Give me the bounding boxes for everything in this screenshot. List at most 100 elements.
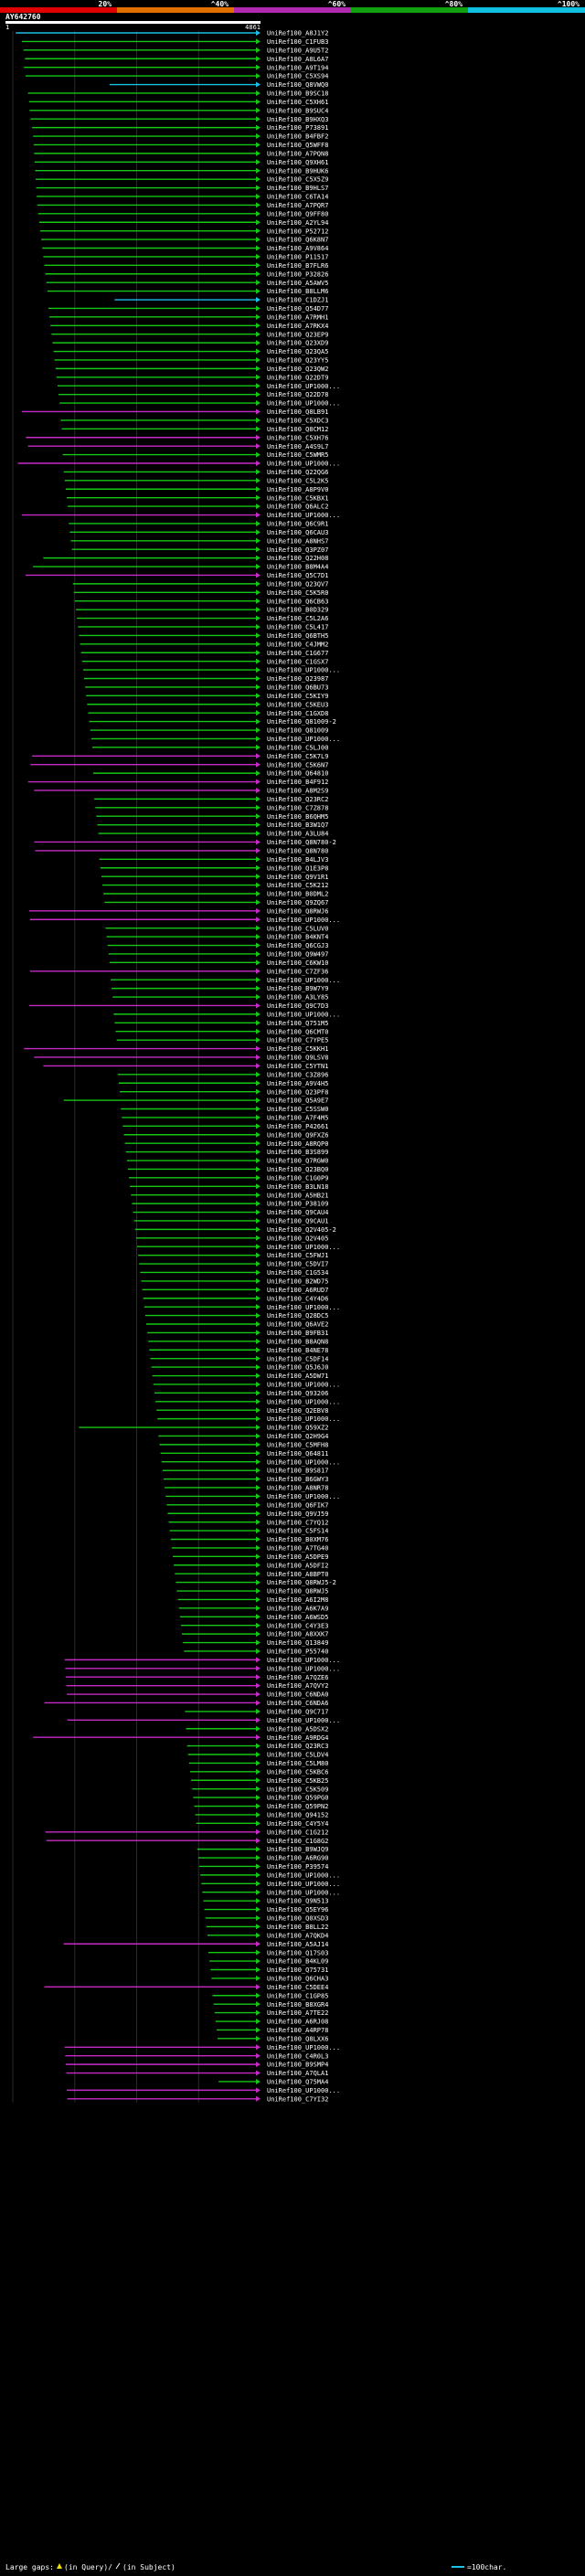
hit-row[interactable]: UniRef100_C5L417: [78, 624, 328, 631]
hit-row[interactable]: UniRef100_A8J1Y2: [16, 30, 328, 37]
hit-label[interactable]: UniRef100_A5DFI2: [267, 1562, 328, 1569]
hit-label[interactable]: UniRef100_P42661: [267, 1123, 328, 1130]
hit-label[interactable]: UniRef100_A9T194: [267, 64, 328, 71]
hit-row[interactable]: UniRef100_A8XXK7: [182, 1631, 328, 1638]
hit-row[interactable]: UniRef100_C1G212: [45, 1829, 329, 1836]
hit-label[interactable]: UniRef100_C5LUV0: [267, 925, 328, 932]
hit-label[interactable]: UniRef100_C1G534: [267, 1269, 328, 1277]
hit-label[interactable]: UniRef100_UP1000...: [267, 1717, 340, 1724]
hit-row[interactable]: UniRef100_B3W1Q7: [97, 822, 329, 829]
hit-row[interactable]: UniRef100_B0DML2: [103, 891, 328, 898]
hit-row[interactable]: UniRef100_Q6CAU3: [69, 529, 328, 536]
hit-row[interactable]: UniRef100_C5XH61: [28, 99, 329, 106]
hit-label[interactable]: UniRef100_A6RJ08: [267, 2019, 328, 2026]
hit-row[interactable]: UniRef100_C1GXD8: [88, 710, 328, 717]
hit-row[interactable]: UniRef100_Q9C7D3: [28, 1002, 329, 1010]
hit-label[interactable]: UniRef100_A9RDG4: [267, 1734, 328, 1742]
hit-label[interactable]: UniRef100_B6GWY3: [267, 1476, 328, 1483]
hit-label[interactable]: UniRef100_C5LJ00: [267, 744, 328, 751]
hit-row[interactable]: UniRef100_Q9W497: [108, 951, 329, 959]
hit-row[interactable]: UniRef100_C5KKH1: [24, 1045, 328, 1053]
hit-row[interactable]: UniRef100_C1G534: [140, 1269, 328, 1277]
hit-row[interactable]: UniRef100_Q6ALC2: [68, 504, 328, 511]
hit-row[interactable]: UniRef100_Q81009: [90, 727, 329, 735]
hit-row[interactable]: UniRef100_Q6FIK7: [166, 1501, 328, 1509]
hit-row[interactable]: UniRef100_Q2V405-2: [134, 1226, 336, 1234]
hit-label[interactable]: UniRef100_Q2V405: [267, 1235, 328, 1242]
hit-label[interactable]: UniRef100_Q8N780: [267, 848, 328, 855]
hit-row[interactable]: UniRef100_C5DVI7: [139, 1261, 328, 1268]
hit-label[interactable]: UniRef100_UP1000...: [267, 1889, 340, 1896]
hit-label[interactable]: UniRef100_Q9N513: [267, 1898, 328, 1905]
hit-label[interactable]: UniRef100_C5KKH1: [267, 1045, 328, 1053]
hit-label[interactable]: UniRef100_A8RQP0: [267, 1140, 328, 1148]
hit-label[interactable]: UniRef100_C5K5R0: [267, 589, 328, 597]
hit-row[interactable]: UniRef100_C5LJ00: [91, 744, 329, 751]
hit-row[interactable]: UniRef100_B7FLR6: [44, 262, 329, 270]
hit-label[interactable]: UniRef100_C4Y3E3: [267, 1622, 328, 1629]
hit-row[interactable]: UniRef100_P11517: [43, 254, 328, 261]
hit-label[interactable]: UniRef100_Q6K8N7: [267, 237, 328, 244]
hit-row[interactable]: UniRef100_UP1000...: [153, 1382, 340, 1389]
hit-label[interactable]: UniRef100_B3LN18: [267, 1183, 328, 1191]
hit-label[interactable]: UniRef100_Q9C717: [267, 1709, 328, 1716]
hit-label[interactable]: UniRef100_Q23RC2: [267, 796, 328, 803]
hit-label[interactable]: UniRef100_B4KL09: [267, 1958, 328, 1966]
hit-row[interactable]: UniRef100_P55740: [184, 1648, 328, 1656]
hit-row[interactable]: UniRef100_B4KL09: [209, 1958, 328, 1966]
hit-label[interactable]: UniRef100_C5X5Z9: [267, 176, 328, 184]
hit-label[interactable]: UniRef100_C3Z896: [267, 1071, 328, 1078]
hit-label[interactable]: UniRef100_UP1000...: [267, 1398, 340, 1405]
hit-row[interactable]: UniRef100_Q9VJ59: [167, 1511, 328, 1518]
hit-row[interactable]: UniRef100_A7F4M5: [122, 1115, 328, 1122]
hit-label[interactable]: UniRef100_A9V864: [267, 245, 328, 252]
hit-row[interactable]: UniRef100_Q8LB91: [21, 408, 328, 416]
hit-row[interactable]: UniRef100_Q5EY96: [204, 1906, 329, 1913]
hit-label[interactable]: UniRef100_C5K6N7: [267, 761, 328, 769]
hit-row[interactable]: UniRef100_C7YPE5: [116, 1037, 329, 1044]
hit-label[interactable]: UniRef100_C5L2A6: [267, 615, 328, 622]
hit-row[interactable]: UniRef100_Q23RC3: [186, 1743, 329, 1750]
hit-label[interactable]: UniRef100_C5KB25: [267, 1777, 328, 1785]
hit-row[interactable]: UniRef100_Q75MA4: [218, 2079, 328, 2086]
hit-row[interactable]: UniRef100_B4FBF2: [33, 133, 328, 141]
hit-label[interactable]: UniRef100_C5K212: [267, 882, 328, 889]
hit-label[interactable]: UniRef100_Q2H9G4: [267, 1433, 328, 1440]
hit-label[interactable]: UniRef100_UP1000...: [267, 512, 340, 519]
hit-row[interactable]: UniRef100_Q5J6J0: [151, 1364, 329, 1372]
hit-label[interactable]: UniRef100_C5XH61: [267, 99, 328, 106]
hit-row[interactable]: UniRef100_Q9C717: [185, 1709, 328, 1716]
hit-row[interactable]: UniRef100_Q6CHA3: [211, 1976, 328, 1983]
hit-label[interactable]: UniRef100_A7TE22: [267, 2009, 328, 2017]
hit-row[interactable]: UniRef100_UP1000...: [137, 1244, 340, 1251]
hit-label[interactable]: UniRef100_Q54D77: [267, 305, 328, 313]
hit-label[interactable]: UniRef100_A6RUD7: [267, 1287, 328, 1294]
hit-label[interactable]: UniRef100_A5AWV5: [267, 280, 328, 287]
hit-label[interactable]: UniRef100_Q13849: [267, 1639, 328, 1647]
hit-label[interactable]: UniRef100_Q22D78: [267, 391, 328, 398]
hit-label[interactable]: UniRef100_Q23XD9: [267, 340, 328, 347]
hit-label[interactable]: UniRef100_C1G677: [267, 650, 328, 657]
hit-label[interactable]: UniRef100_C5XDC3: [267, 418, 328, 425]
hit-row[interactable]: UniRef100_Q22D78: [58, 391, 328, 398]
hit-label[interactable]: UniRef100_Q3PZ07: [267, 546, 328, 554]
hit-row[interactable]: UniRef100_C5K5R0: [73, 589, 329, 597]
hit-label[interactable]: UniRef100_UP1000...: [267, 736, 340, 743]
hit-row[interactable]: UniRef100_C5DEE4: [44, 1984, 329, 1991]
hit-label[interactable]: UniRef100_Q9FXZ6: [267, 1131, 328, 1139]
hit-label[interactable]: UniRef100_C5KBX1: [267, 494, 328, 502]
hit-row[interactable]: UniRef100_Q75731: [210, 1966, 328, 1974]
hit-label[interactable]: UniRef100_Q23QV7: [267, 580, 328, 588]
hit-row[interactable]: UniRef100_C4Y3E3: [180, 1622, 328, 1629]
hit-row[interactable]: UniRef100_C5XDC3: [60, 418, 328, 425]
hit-label[interactable]: UniRef100_C1GP85: [267, 1992, 328, 1999]
hit-row[interactable]: UniRef100_A6RJ08: [215, 2019, 329, 2026]
hit-row[interactable]: UniRef100_Q64811: [160, 1450, 329, 1458]
hit-label[interactable]: UniRef100_C5XH76: [267, 434, 328, 441]
hit-row[interactable]: UniRef100_Q6BU73: [85, 684, 328, 692]
hit-label[interactable]: UniRef100_C5SSW0: [267, 1106, 328, 1113]
hit-row[interactable]: UniRef100_Q6CMT0: [115, 1028, 329, 1035]
hit-label[interactable]: UniRef100_Q23987: [267, 675, 328, 683]
hit-row[interactable]: UniRef100_C5KBC6: [189, 1768, 328, 1776]
hit-label[interactable]: UniRef100_Q59PN2: [267, 1803, 328, 1810]
